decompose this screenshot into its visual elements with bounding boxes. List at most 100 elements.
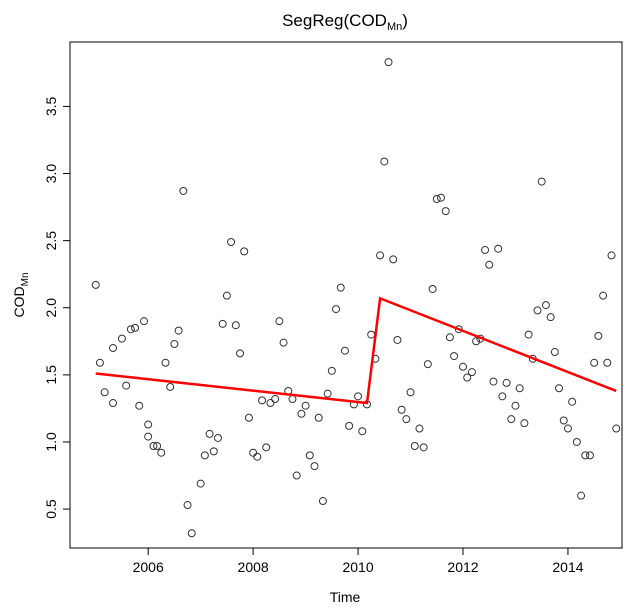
data-point (402, 415, 411, 424)
data-point (537, 177, 546, 186)
data-point (345, 421, 354, 430)
y-tick-label: 0.5 (43, 499, 59, 519)
data-point (419, 443, 428, 452)
data-point (209, 447, 218, 456)
x-axis-label: Time (330, 589, 361, 605)
data-point (568, 397, 577, 406)
data-point (432, 195, 441, 204)
data-point (279, 338, 288, 347)
data-point (612, 424, 621, 433)
data-point (100, 388, 109, 397)
data-point (327, 366, 336, 375)
y-axis-label: CODMn (11, 272, 31, 317)
data-point (498, 392, 507, 401)
y-tick-label: 3.5 (43, 96, 59, 116)
fit-line (95, 296, 617, 405)
data-point (336, 283, 345, 292)
data-point (450, 352, 459, 361)
data-point (459, 362, 468, 371)
x-tick-label: 2012 (447, 559, 478, 575)
data-point (332, 305, 341, 314)
data-point (415, 424, 424, 433)
data-point (153, 441, 162, 450)
data-point (555, 384, 564, 393)
data-point (406, 388, 415, 397)
y-tick-label: 1.0 (43, 432, 59, 452)
title-main: SegReg(COD (282, 11, 387, 30)
data-point (222, 291, 231, 300)
data-point (599, 291, 608, 300)
data-point (227, 237, 236, 246)
data-point (397, 405, 406, 414)
data-point (135, 401, 144, 410)
data-point (262, 443, 271, 452)
data-point (149, 441, 158, 450)
data-point (166, 382, 175, 391)
data-point (144, 420, 153, 429)
data-point (563, 424, 572, 433)
data-point (572, 437, 581, 446)
data-point (410, 441, 419, 450)
data-point (380, 157, 389, 166)
data-point (436, 193, 445, 202)
data-point (231, 321, 240, 330)
data-point (213, 433, 222, 442)
data-point (183, 501, 192, 510)
data-point (428, 284, 437, 293)
data-point (310, 462, 319, 471)
data-point (515, 384, 524, 393)
data-point (174, 326, 183, 335)
data-point (258, 396, 267, 405)
data-point (445, 333, 454, 342)
data-point (249, 448, 258, 457)
data-point (95, 358, 104, 367)
data-point (91, 280, 100, 289)
y-label-subscript: Mn (20, 272, 31, 286)
plot-frame (69, 41, 623, 549)
data-point (253, 452, 262, 461)
data-point (481, 246, 490, 255)
data-point (546, 313, 555, 322)
data-point (117, 334, 126, 343)
y-tick-label: 2.0 (43, 298, 59, 318)
data-point (318, 497, 327, 506)
y-tick-label: 1.5 (43, 365, 59, 385)
data-point (179, 186, 188, 195)
data-point (354, 392, 363, 401)
data-point (463, 373, 472, 382)
y-tick-label: 2.5 (43, 231, 59, 251)
data-point (266, 399, 275, 408)
data-point (126, 325, 135, 334)
data-point (314, 413, 323, 422)
data-point (200, 451, 209, 460)
data-point (577, 491, 586, 500)
data-point (454, 325, 463, 334)
data-point (594, 331, 603, 340)
data-point (109, 344, 118, 353)
title-suffix: ) (402, 11, 408, 30)
data-point (581, 451, 590, 460)
data-point (271, 395, 280, 404)
data-point (423, 360, 432, 369)
data-point (161, 358, 170, 367)
data-point (489, 377, 498, 386)
data-point (109, 399, 118, 408)
data-point (358, 427, 367, 436)
x-tick-label: 2010 (342, 559, 373, 575)
data-point (340, 346, 349, 355)
data-point (122, 381, 131, 390)
data-point (218, 319, 227, 328)
data-point (157, 448, 166, 457)
data-point (384, 58, 393, 67)
data-point (607, 251, 616, 260)
data-point (288, 395, 297, 404)
data-point (292, 471, 301, 480)
data-point (376, 251, 385, 260)
data-point (323, 389, 332, 398)
data-point (520, 419, 529, 428)
data-point (502, 378, 511, 387)
data-point (494, 244, 503, 253)
data-point (533, 306, 542, 315)
